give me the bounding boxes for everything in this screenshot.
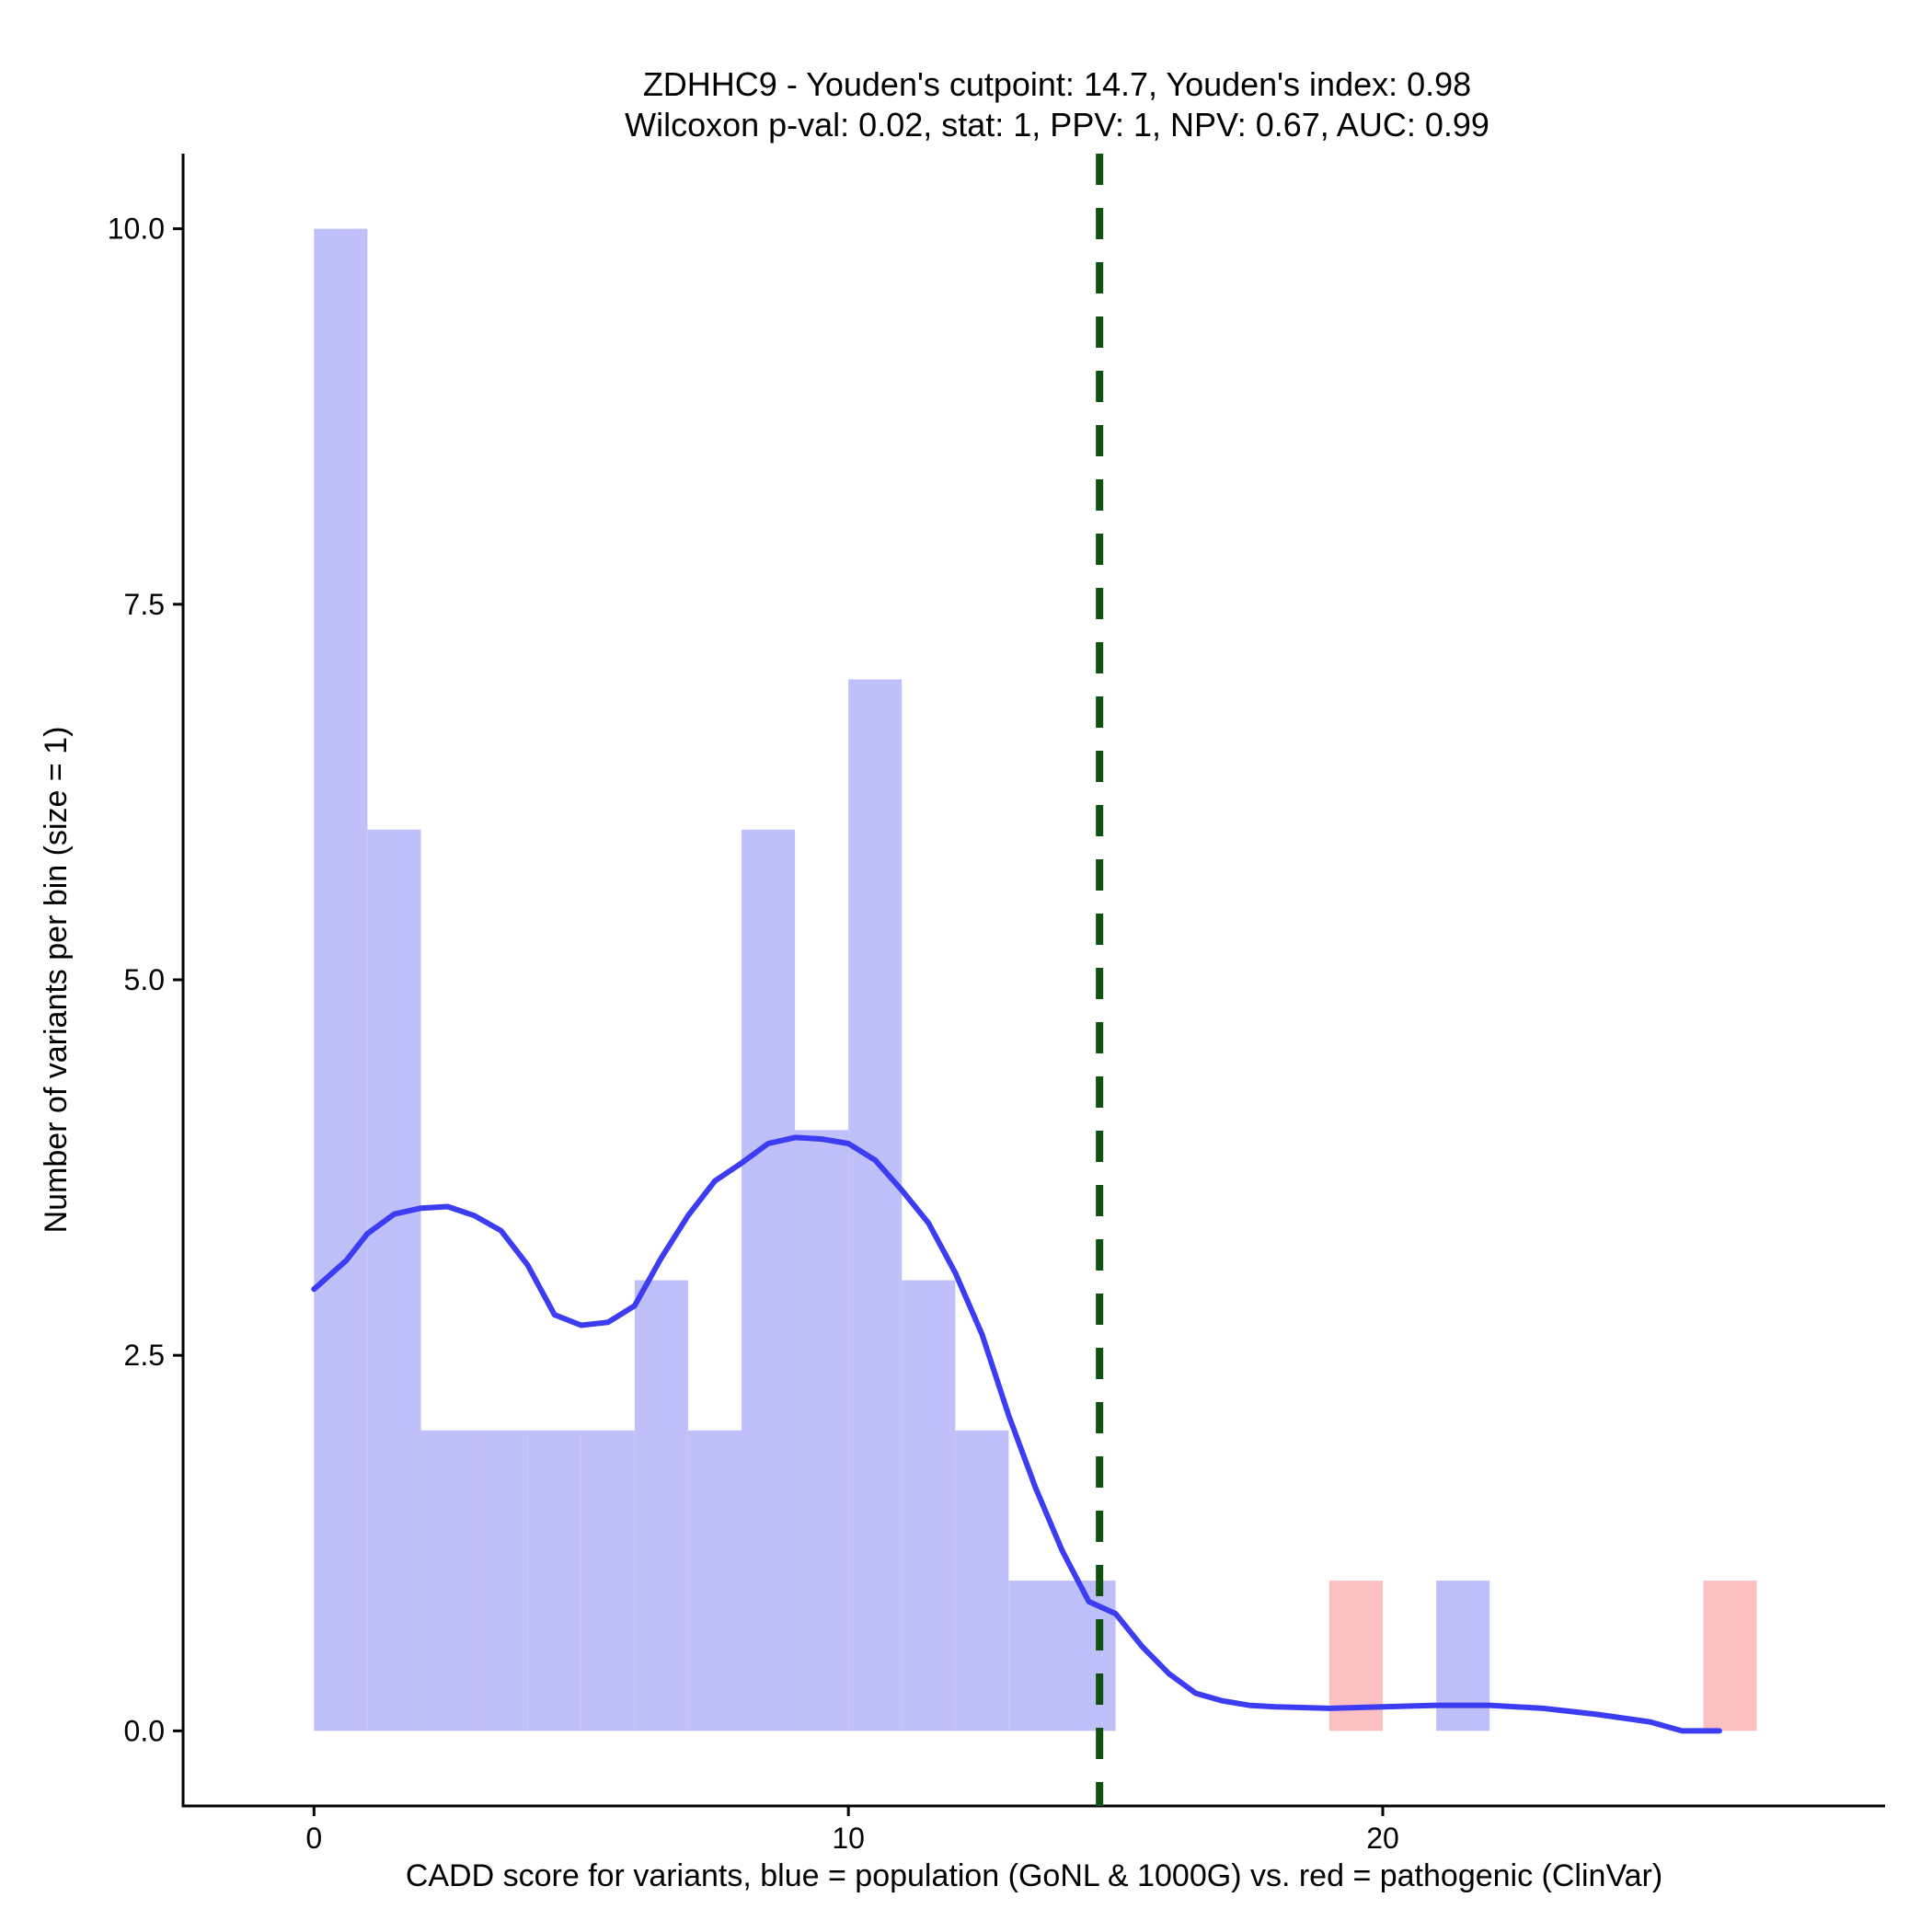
population-bar-1: [367, 829, 421, 1731]
x-tick-label: 0: [305, 1822, 322, 1855]
population-bar-7: [687, 1430, 742, 1731]
y-axis-ticks: 0.0 2.5 5.0 7.5 10.0: [108, 213, 183, 1747]
x-axis-ticks: 0 10 20: [305, 1806, 1399, 1855]
y-tick-label: 5.0: [124, 963, 165, 996]
population-bar-12: [955, 1430, 1009, 1731]
population-bar-2: [420, 1430, 475, 1731]
population-bar-5: [581, 1430, 635, 1731]
population-bar-13: [1008, 1581, 1063, 1731]
population-bar-0: [314, 228, 368, 1731]
population-bar-9: [795, 1130, 849, 1731]
chart-title-line-1: ZDHHC9 - Youden's cutpoint: 14.7, Youden…: [643, 65, 1471, 103]
population-bar-8: [741, 829, 796, 1731]
y-tick-label: 2.5: [124, 1339, 165, 1372]
population-bar-11: [902, 1280, 956, 1731]
population-bar-4: [527, 1430, 581, 1731]
x-tick-label: 20: [1366, 1822, 1399, 1855]
x-tick-label: 10: [832, 1822, 865, 1855]
population-bar-3: [474, 1430, 528, 1731]
y-tick-label: 0.0: [124, 1714, 165, 1747]
chart-title-line-2: Wilcoxon p-val: 0.02, stat: 1, PPV: 1, N…: [625, 106, 1489, 144]
pathogenic-bar-1: [1703, 1581, 1757, 1731]
chart-title: ZDHHC9 - Youden's cutpoint: 14.7, Youden…: [625, 65, 1489, 144]
density-curve: [311, 1134, 1722, 1734]
pathogenic-bars: [1328, 1581, 1757, 1731]
y-tick-label: 7.5: [124, 588, 165, 621]
population-bar-15: [1436, 1581, 1490, 1731]
x-axis-title: CADD score for variants, blue = populati…: [406, 1858, 1662, 1893]
population-bar-14: [1062, 1581, 1116, 1731]
y-tick-label: 10.0: [108, 213, 165, 246]
population-bars: [314, 228, 1490, 1731]
population-bar-10: [848, 679, 903, 1731]
y-axis-title: Number of variants per bin (size = 1): [39, 727, 74, 1234]
population-bar-6: [634, 1280, 688, 1731]
